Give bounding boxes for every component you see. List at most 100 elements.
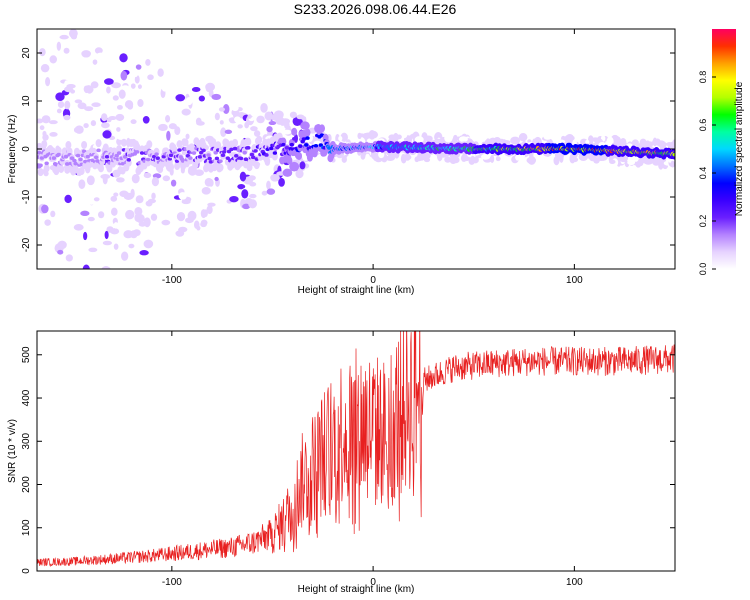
heatmap-cell (121, 85, 130, 91)
heatmap-cell (37, 237, 44, 246)
heatmap-cell (55, 146, 62, 155)
snr-x-tick-label: -100 (162, 577, 182, 588)
heatmap-cell (480, 153, 491, 160)
heatmap-cell (225, 156, 230, 160)
heatmap-cell (654, 138, 661, 146)
heatmap-cell (175, 94, 186, 102)
heatmap-cell (606, 136, 614, 147)
snr-y-tick-label: 500 (21, 346, 32, 363)
heatmap-cell (161, 83, 168, 92)
heatmap-cell (138, 221, 147, 227)
heatmap-cell (130, 119, 137, 125)
heatmap-cell (125, 209, 135, 220)
heatmap-cell (338, 136, 343, 141)
heatmap-cell (101, 113, 108, 122)
heatmap-cell (266, 126, 273, 133)
heatmap-cell (570, 135, 575, 141)
heatmap-cell (282, 168, 293, 177)
heatmap-cell (48, 120, 58, 125)
snr-y-ticks: 0 100 200 300 400 500 (21, 346, 675, 574)
heatmap-cell (423, 157, 431, 163)
heatmap-cell (181, 108, 191, 116)
heatmap-cell (45, 77, 51, 87)
heatmap-cell (41, 204, 49, 214)
heatmap-cell (90, 81, 99, 89)
snr-y-tick-label: 100 (21, 519, 32, 536)
heatmap-cell (198, 95, 205, 102)
heatmap-cell (526, 157, 537, 164)
heatmap-cell (213, 157, 220, 166)
heatmap-cell (207, 202, 216, 207)
heatmap-cell (627, 159, 636, 166)
heatmap-cell (43, 164, 50, 173)
heatmap-x-tick-label: 0 (370, 275, 376, 286)
heatmap-cell (126, 158, 131, 162)
heatmap-y-tick-label: -20 (21, 237, 32, 252)
heatmap-cell (253, 149, 258, 153)
heatmap-cell (238, 156, 244, 161)
heatmap-cell (228, 125, 239, 131)
heatmap-cell (286, 156, 293, 165)
heatmap-cell (134, 75, 140, 84)
heatmap-cell (96, 148, 101, 153)
heatmap-cell (444, 133, 453, 143)
heatmap-cell (147, 198, 157, 204)
heatmap-cell (224, 129, 233, 134)
heatmap-cell (360, 153, 366, 160)
heatmap-cell (51, 156, 57, 160)
heatmap-cell (569, 153, 575, 163)
snr-y-tick-label: 0 (21, 568, 32, 574)
heatmap-cell (365, 153, 371, 162)
heatmap-cell (221, 150, 227, 154)
heatmap-cell (266, 180, 271, 190)
heatmap-cell (112, 95, 119, 101)
heatmap-cell (56, 41, 62, 51)
heatmap-cell (58, 164, 65, 173)
heatmap-cell (42, 134, 49, 141)
heatmap-cell (93, 155, 99, 160)
colorbar-label: Normalized spectral amplitude (734, 81, 745, 216)
heatmap-cell (247, 175, 256, 181)
heatmap-cell (83, 123, 89, 129)
heatmap-cell (269, 180, 280, 190)
snr-x-axis-label: Height of straight line (km) (298, 584, 415, 595)
heatmap-cell (206, 205, 213, 215)
heatmap-cell (114, 153, 119, 158)
heatmap-cell (499, 138, 504, 143)
heatmap-cell (169, 98, 176, 105)
heatmap-cell (106, 86, 111, 94)
heatmap-cell (501, 140, 511, 145)
heatmap-cell (242, 150, 247, 155)
heatmap-cell (39, 48, 46, 57)
heatmap-x-ticks: -100 0 100 (162, 29, 583, 286)
heatmap-cell (64, 194, 72, 204)
heatmap-cell (264, 153, 269, 157)
heatmap-cell (176, 211, 186, 222)
heatmap-y-ticks: -20 -10 0 10 20 (21, 47, 675, 252)
heatmap-cell (518, 132, 528, 142)
heatmap-cell (104, 230, 109, 240)
heatmap-cell (211, 93, 222, 100)
heatmap-cell (63, 154, 69, 159)
heatmap-cell (56, 108, 62, 114)
heatmap-cell (385, 155, 396, 162)
heatmap-cell (188, 156, 193, 160)
heatmap-cell (78, 157, 83, 162)
heatmap-cell (226, 190, 231, 200)
heatmap-cell (104, 78, 114, 85)
heatmap-cell (168, 153, 174, 158)
heatmap-cell (91, 102, 101, 107)
heatmap-cell (97, 270, 105, 276)
heatmap-cell (231, 105, 239, 112)
heatmap-cell (433, 138, 444, 144)
snr-x-tick-label: 0 (370, 577, 376, 588)
heatmap-cell (85, 154, 90, 159)
heatmap-cell (232, 146, 238, 151)
heatmap-cell (458, 136, 468, 143)
heatmap-cell (460, 154, 467, 162)
heatmap-cell (73, 223, 84, 231)
heatmap-x-axis-label: Height of straight line (km) (298, 285, 415, 296)
heatmap-cell (346, 155, 352, 161)
heatmap-cell (611, 135, 621, 144)
heatmap-cell (253, 130, 261, 137)
